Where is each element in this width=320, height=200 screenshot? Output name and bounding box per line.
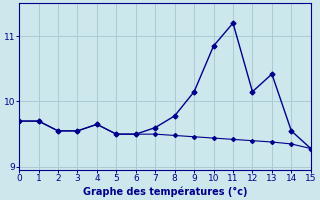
X-axis label: Graphe des températures (°c): Graphe des températures (°c) bbox=[83, 186, 247, 197]
